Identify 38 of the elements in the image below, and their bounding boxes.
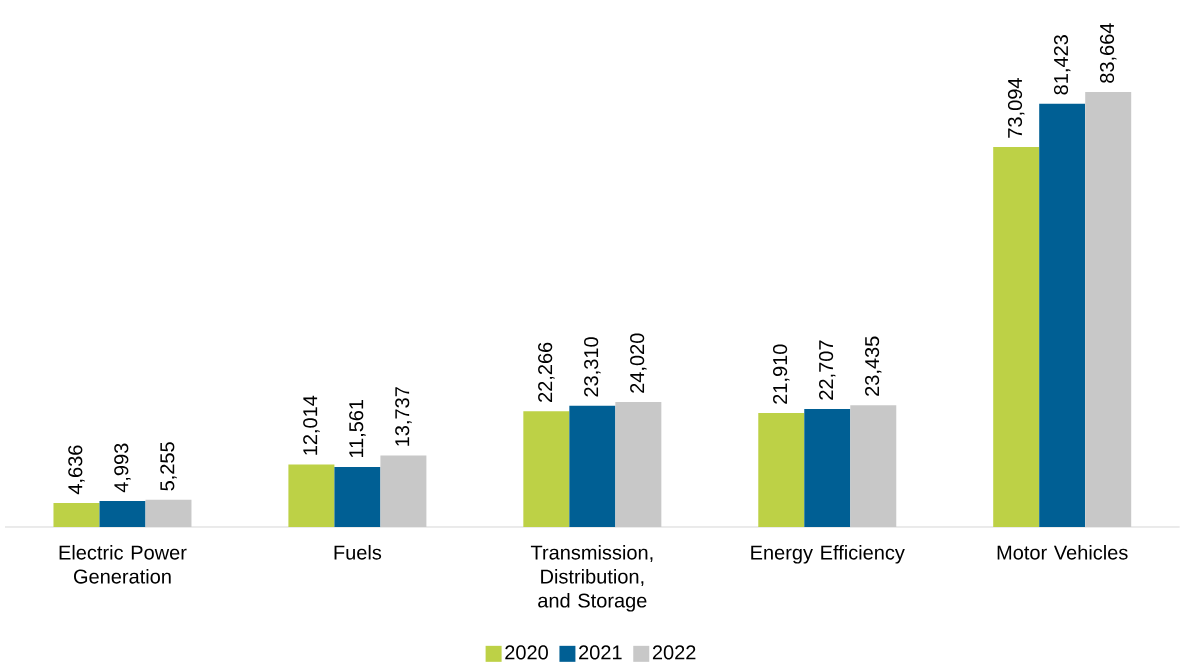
data-label: 5,255 xyxy=(160,442,177,491)
data-label: 83,664 xyxy=(1099,23,1117,83)
data-label: 4,993 xyxy=(114,443,131,493)
data-label: 81,423 xyxy=(1053,35,1071,95)
bar xyxy=(993,146,1040,527)
bar xyxy=(850,405,897,527)
x-tick-label: Fuels xyxy=(334,544,382,560)
data-label: 12,014 xyxy=(303,395,320,455)
data-label: 73,094 xyxy=(1007,78,1025,138)
data-label: 23,310 xyxy=(584,337,601,397)
data-label: 24,020 xyxy=(630,333,647,393)
legend-label: 2021 xyxy=(579,645,622,660)
data-label: 4,636 xyxy=(68,445,85,495)
bar xyxy=(334,466,381,527)
bar xyxy=(523,411,570,527)
bar xyxy=(1039,103,1086,527)
legend-label: 2022 xyxy=(652,645,696,660)
bar xyxy=(99,501,146,527)
x-tick-label: Electric Power Generation xyxy=(59,544,187,584)
x-tick-label: Energy Efficiency xyxy=(751,544,905,564)
bar xyxy=(145,499,192,527)
legend-label: 2020 xyxy=(505,645,548,660)
data-label: 23,435 xyxy=(865,336,882,396)
data-label: 11,561 xyxy=(349,399,366,458)
bar xyxy=(615,402,662,527)
bar xyxy=(569,405,616,527)
x-tick-label: Transmission, Distribution, and Storage xyxy=(530,544,653,612)
x-tick-label: Motor Vehicles xyxy=(997,544,1128,560)
data-label: 13,737 xyxy=(395,387,412,446)
data-label: 21,910 xyxy=(773,344,790,404)
bar xyxy=(380,455,427,527)
data-label: 22,707 xyxy=(819,340,836,400)
bar xyxy=(53,502,100,527)
data-label: 22,266 xyxy=(538,342,555,402)
bar xyxy=(758,413,805,527)
bar xyxy=(804,408,851,527)
bar xyxy=(288,464,335,527)
bar xyxy=(1085,91,1132,527)
